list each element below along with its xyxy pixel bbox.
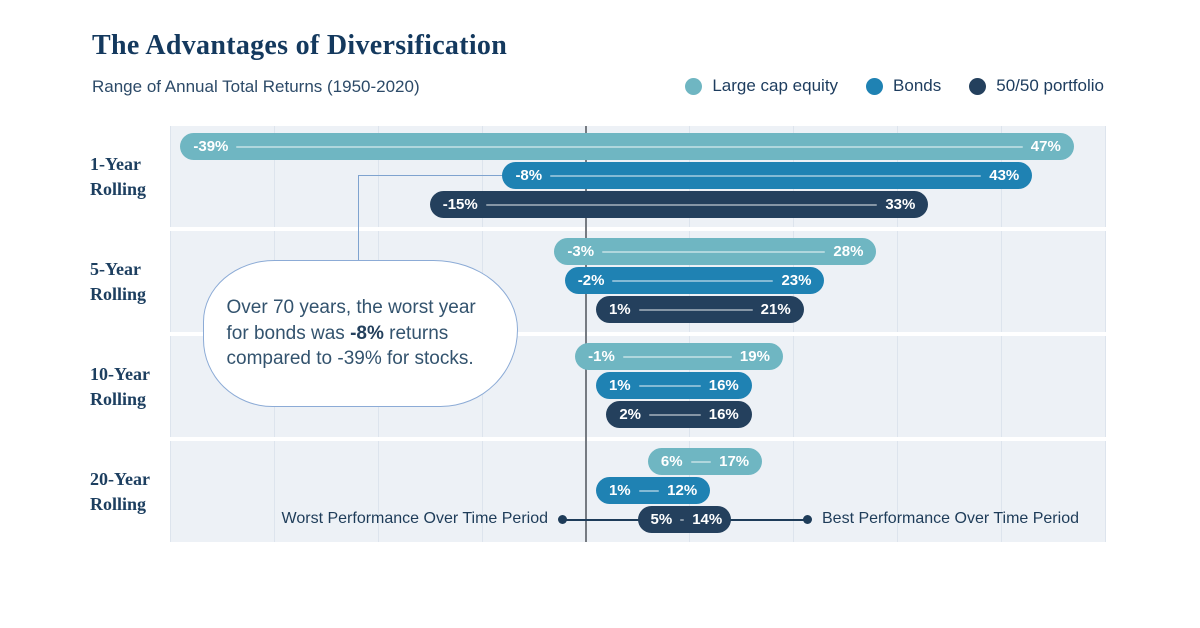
gridline	[897, 441, 899, 542]
bar-connector-line	[638, 489, 660, 492]
bar-connector-line	[612, 279, 774, 282]
legend-item-large-cap-equity: Large cap equity	[685, 76, 838, 96]
bar-min-value-label: -8%	[515, 167, 543, 184]
gridline	[273, 441, 275, 542]
legend-item-5050-portfolio: 50/50 portfolio	[969, 76, 1104, 96]
bar-connector-line	[680, 518, 685, 521]
bar-max-value-label: 21%	[760, 301, 791, 318]
gridline	[1105, 126, 1106, 227]
range-bar-large-cap-equity-2: -3% 28%	[554, 238, 877, 265]
category-label: 10-Year Rolling	[90, 363, 150, 409]
bar-max-value-label: 16%	[708, 406, 739, 423]
range-bar-large-cap-equity-1: -39% 47%	[180, 133, 1074, 160]
range-bar-bonds-3: 1% 16%	[595, 372, 752, 399]
category-label: 1-Year Rolling	[90, 153, 147, 199]
gridline	[1001, 441, 1003, 542]
bar-connector-line	[236, 145, 1023, 148]
legend-swatch-icon	[969, 77, 987, 95]
legend-swatch-icon	[685, 77, 703, 95]
legend-label: 50/50 portfolio	[996, 76, 1104, 95]
range-bar-bonds-4: 1% 12%	[595, 477, 711, 504]
range-bar-50-50-portfolio-1: -15% 33%	[429, 191, 929, 218]
gridline	[481, 441, 483, 542]
bar-connector-line	[638, 384, 701, 387]
legend: Large cap equity Bonds 50/50 portfolio	[685, 76, 1104, 96]
gridline	[1001, 231, 1003, 332]
range-bar-large-cap-equity-4: 6% 17%	[647, 448, 763, 475]
zero-axis-line	[584, 126, 587, 542]
worst-performance-label: Worst Performance Over Time Period	[281, 510, 548, 527]
bar-max-value-label: 17%	[719, 453, 750, 470]
legend-label: Large cap equity	[712, 76, 839, 95]
legend-label: Bonds	[893, 76, 942, 95]
bar-min-value-label: -3%	[567, 243, 595, 260]
gridline	[170, 231, 171, 332]
bar-min-value-label: 2%	[619, 406, 642, 423]
bar-min-value-label: -1%	[588, 348, 615, 365]
bar-max-value-label: 16%	[708, 377, 739, 394]
range-bar-large-cap-equity-3: -1% 19%	[575, 343, 783, 370]
gridline	[897, 336, 899, 437]
gridline	[1001, 336, 1003, 437]
gridline	[377, 441, 379, 542]
range-bar-bonds-2: -2% 23%	[564, 267, 825, 294]
range-bar-50-50-portfolio-2: 1% 21%	[595, 296, 804, 323]
bar-max-value-label: 43%	[989, 167, 1020, 184]
bar-min-value-label: -2%	[577, 272, 605, 289]
bar-connector-line	[602, 250, 826, 253]
gridline	[1105, 336, 1106, 437]
bar-max-value-label: 12%	[667, 482, 698, 499]
best-performance-label: Best Performance Over Time Period	[822, 510, 1079, 527]
gridline	[170, 336, 171, 437]
gridline	[481, 126, 483, 227]
best-annotation-dot-icon	[802, 515, 812, 524]
bar-max-value-label: 33%	[885, 196, 916, 213]
bar-max-value-label: 19%	[739, 348, 770, 365]
bar-min-value-label: 6%	[660, 453, 683, 470]
gridline	[897, 231, 899, 332]
bar-max-value-label: 47%	[1030, 138, 1061, 155]
range-bar-50-50-portfolio-3: 2% 16%	[606, 401, 752, 428]
gridline	[793, 336, 795, 437]
callout-bubble: Over 70 years, the worst year for bonds …	[203, 260, 518, 407]
gridline	[170, 126, 171, 227]
gridline	[273, 126, 275, 227]
range-bar-bonds-1: -8% 43%	[502, 162, 1033, 189]
bar-max-value-label: 28%	[833, 243, 864, 260]
gridline	[1105, 231, 1106, 332]
gridline	[377, 126, 379, 227]
bar-max-value-label: 14%	[692, 511, 723, 528]
gridline	[793, 441, 795, 542]
bar-min-value-label: 1%	[608, 301, 631, 318]
category-label: 20-Year Rolling	[90, 468, 150, 514]
page-subtitle: Range of Annual Total Returns (1950-2020…	[92, 77, 420, 96]
page-title: The Advantages of Diversification	[92, 30, 508, 61]
category-label: 5-Year Rolling	[90, 258, 147, 304]
worst-annotation-dot-icon	[558, 515, 567, 524]
bar-connector-line	[550, 174, 982, 177]
bar-connector-line	[649, 413, 701, 416]
legend-item-bonds: Bonds	[866, 76, 941, 96]
callout-text: Over 70 years, the worst year for bonds …	[226, 297, 476, 370]
bar-connector-line	[485, 203, 878, 206]
bar-max-value-label: 23%	[781, 272, 812, 289]
bar-connector-line	[638, 308, 753, 311]
gridline	[170, 441, 171, 542]
bar-min-value-label: 5%	[650, 511, 673, 528]
bar-min-value-label: -39%	[193, 138, 229, 155]
legend-swatch-icon	[866, 77, 884, 95]
bar-connector-line	[622, 355, 732, 358]
bar-min-value-label: -15%	[442, 196, 478, 213]
bar-min-value-label: 1%	[608, 377, 631, 394]
gridline	[1105, 441, 1106, 542]
bar-connector-line	[690, 460, 712, 463]
bar-min-value-label: 1%	[608, 482, 631, 499]
range-bar-50-50-portfolio-4: 5% 14%	[637, 506, 731, 533]
